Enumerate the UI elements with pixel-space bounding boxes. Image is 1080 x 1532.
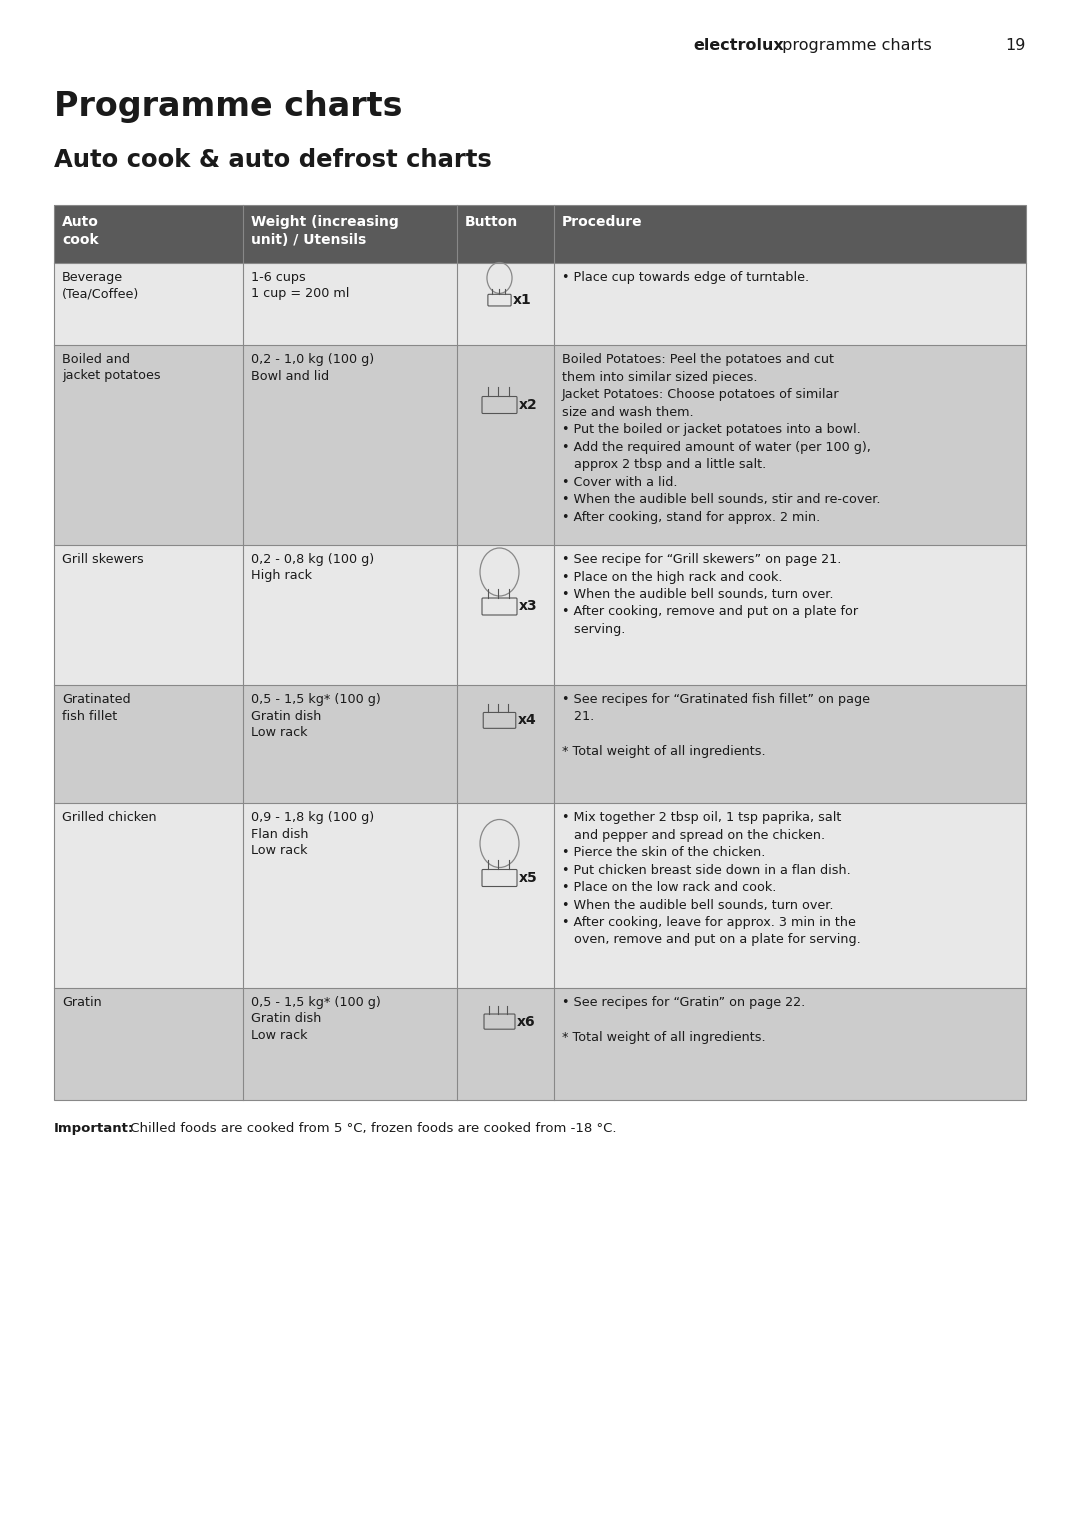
Text: Grilled chicken: Grilled chicken (62, 810, 157, 824)
Bar (54, 205, 1026, 264)
Bar (54, 545, 1026, 685)
Text: x3: x3 (519, 599, 538, 613)
Text: Beverage
(Tea/Coffee): Beverage (Tea/Coffee) (62, 271, 139, 300)
Text: 1-6 cups
1 cup = 200 ml: 1-6 cups 1 cup = 200 ml (251, 271, 349, 300)
Text: • See recipe for “Grill skewers” on page 21.
• Place on the high rack and cook.
: • See recipe for “Grill skewers” on page… (562, 553, 859, 636)
Bar (54, 264, 1026, 345)
Text: 0,5 - 1,5 kg* (100 g)
Gratin dish
Low rack: 0,5 - 1,5 kg* (100 g) Gratin dish Low ra… (251, 692, 381, 738)
Text: Procedure: Procedure (562, 214, 643, 228)
Text: Button: Button (465, 214, 518, 228)
Text: 0,9 - 1,8 kg (100 g)
Flan dish
Low rack: 0,9 - 1,8 kg (100 g) Flan dish Low rack (251, 810, 374, 856)
Bar (54, 345, 1026, 545)
Bar (54, 803, 1026, 988)
Text: • See recipes for “Gratinated fish fillet” on page
   21.

* Total weight of all: • See recipes for “Gratinated fish fille… (562, 692, 870, 758)
Text: x4: x4 (517, 714, 537, 728)
Bar (54, 685, 1026, 803)
Text: x5: x5 (519, 872, 538, 885)
Text: 19: 19 (1005, 38, 1026, 54)
Text: Gratin: Gratin (62, 996, 102, 1010)
Text: • Mix together 2 tbsp oil, 1 tsp paprika, salt
   and pepper and spread on the c: • Mix together 2 tbsp oil, 1 tsp paprika… (562, 810, 861, 947)
Text: Weight (increasing
unit) / Utensils: Weight (increasing unit) / Utensils (251, 214, 399, 247)
Text: Grill skewers: Grill skewers (62, 553, 144, 565)
Text: Important:: Important: (54, 1121, 134, 1135)
Text: Auto cook & auto defrost charts: Auto cook & auto defrost charts (54, 149, 491, 172)
Text: x6: x6 (517, 1014, 536, 1028)
Text: • See recipes for “Gratin” on page 22.

* Total weight of all ingredients.: • See recipes for “Gratin” on page 22. *… (562, 996, 806, 1043)
Text: 0,5 - 1,5 kg* (100 g)
Gratin dish
Low rack: 0,5 - 1,5 kg* (100 g) Gratin dish Low ra… (251, 996, 381, 1042)
Bar (54, 988, 1026, 1100)
Text: Chilled foods are cooked from 5 °C, frozen foods are cooked from -18 °C.: Chilled foods are cooked from 5 °C, froz… (126, 1121, 617, 1135)
Text: programme charts: programme charts (777, 38, 932, 54)
Text: Gratinated
fish fillet: Gratinated fish fillet (62, 692, 131, 723)
Text: Programme charts: Programme charts (54, 90, 403, 123)
Text: 0,2 - 1,0 kg (100 g)
Bowl and lid: 0,2 - 1,0 kg (100 g) Bowl and lid (251, 352, 374, 383)
Text: Boiled and
jacket potatoes: Boiled and jacket potatoes (62, 352, 161, 383)
Text: x1: x1 (513, 293, 531, 306)
Text: x2: x2 (519, 398, 538, 412)
Text: electrolux: electrolux (693, 38, 784, 54)
Bar (54, 205, 1026, 1100)
Text: 0,2 - 0,8 kg (100 g)
High rack: 0,2 - 0,8 kg (100 g) High rack (251, 553, 374, 582)
Text: Boiled Potatoes: Peel the potatoes and cut
them into similar sized pieces.
Jacke: Boiled Potatoes: Peel the potatoes and c… (562, 352, 880, 524)
Text: Auto
cook: Auto cook (62, 214, 99, 247)
Text: • Place cup towards edge of turntable.: • Place cup towards edge of turntable. (562, 271, 809, 283)
